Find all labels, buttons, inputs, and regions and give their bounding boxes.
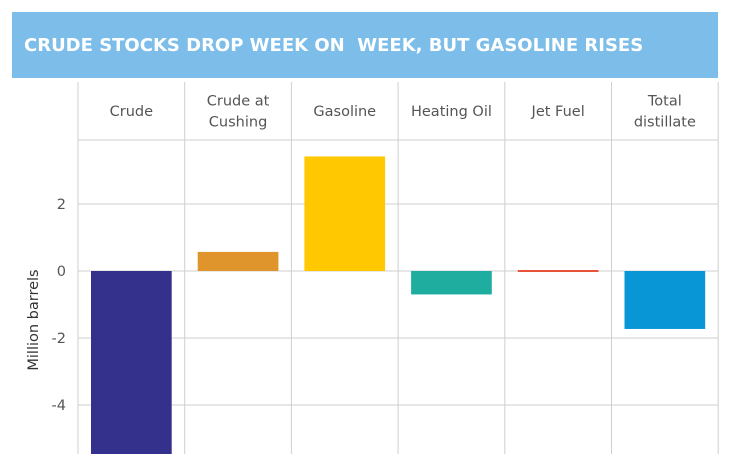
category-label: Cushing: [209, 115, 267, 131]
labels-layer: 2 0 -2 -4 Crude Crude at Cushing Gasoline Heatin…: [52, 94, 696, 415]
chart-title: CRUDE STOCKS DROP WEEK ON WEEK, BUT GASO…: [24, 34, 644, 56]
bar: [304, 156, 386, 271]
bars-layer: [91, 156, 706, 454]
category-label: Heating Oil: [411, 104, 492, 120]
category-label: Crude at: [207, 94, 270, 110]
chart-title-bar: CRUDE STOCKS DROP WEEK ON WEEK, BUT GASO…: [12, 12, 718, 78]
category-label: Crude: [110, 104, 153, 120]
grid-layer: [77, 82, 719, 454]
category-label: Jet Fuel: [531, 104, 585, 120]
bar: [517, 270, 599, 272]
y-tick-label: -4: [52, 398, 66, 414]
y-axis-title: Million barrels: [26, 269, 42, 370]
category-label: distillate: [634, 115, 696, 131]
y-tick-label: -2: [52, 331, 66, 347]
category-label: Gasoline: [313, 104, 376, 120]
category-label: Total: [647, 94, 682, 110]
y-tick-label: 2: [57, 197, 66, 213]
bar: [411, 271, 492, 295]
bar: [197, 251, 279, 271]
bar: [91, 271, 172, 454]
bar: [624, 271, 706, 329]
y-tick-label: 0: [57, 264, 66, 280]
